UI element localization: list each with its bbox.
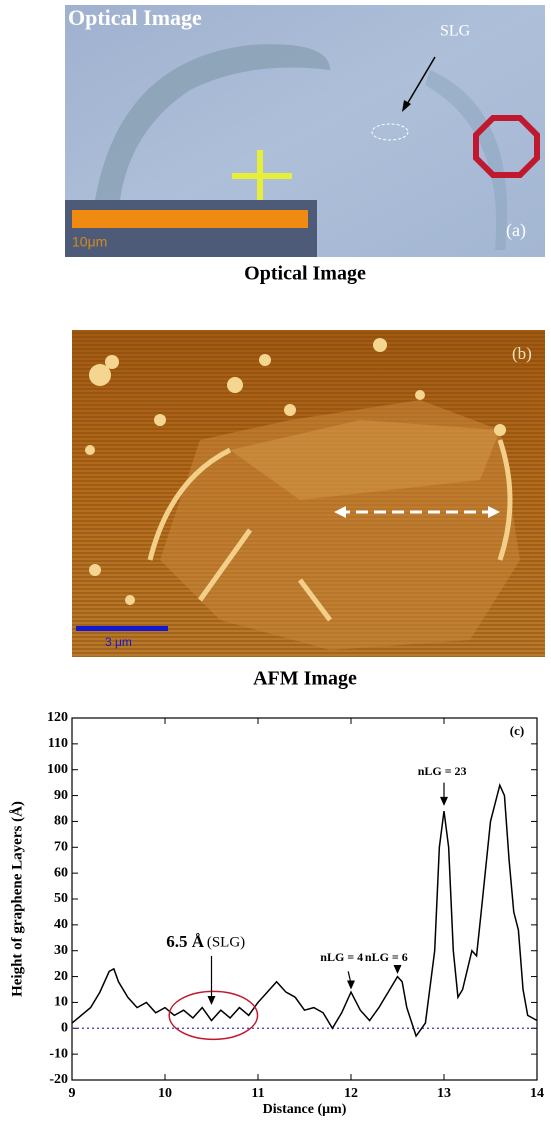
panel-label: (a) [506,220,526,241]
y-tick-label: 20 [54,969,68,984]
figure: Optical Image SLG (a) 10μm Optical Image… [0,0,551,1117]
plot-frame [72,718,537,1080]
afm-image: (b) 3 μm [72,330,545,657]
marker-label: SLG [440,23,471,40]
x-tick-label: 11 [251,1086,264,1101]
annotation: nLG = 4 [320,950,363,964]
y-tick-label: 0 [61,1021,68,1036]
y-tick-label: 50 [54,891,68,906]
overlay-title: Optical Image [68,5,202,30]
chart: -20 -10 0 10 20 30 40 50 60 70 80 90 100 110 120 9 10 11 1… [9,710,544,1117]
panel-label: (b) [512,344,532,363]
annotation-arrowhead [394,965,402,974]
scale-label: 3 μm [105,635,132,649]
y-tick-label: 70 [54,840,68,855]
x-tick-label: 13 [437,1086,451,1101]
caption: Optical Image [244,263,366,285]
x-tick-label: 9 [69,1086,76,1101]
y-tick-label: 100 [47,762,68,777]
panel-label: (c) [510,723,524,738]
y-tick-label: 120 [47,710,68,725]
y-tick-label: 80 [54,814,68,829]
y-tick-label: 90 [54,788,68,803]
y-tick-label: 110 [48,736,68,751]
annotation-arrowhead [208,996,216,1005]
caption: AFM Image [253,668,357,690]
data-line [72,785,537,1036]
x-axis-label: Distance (μm) [263,1102,347,1117]
x-tick-label: 12 [344,1086,358,1101]
y-tick-label: 10 [54,995,68,1010]
x-tick-label: 10 [158,1086,172,1101]
x-tick-label: 14 [530,1086,544,1101]
annotation: nLG = 23 [418,764,467,778]
annotation: 6.5 Å [166,932,205,951]
y-tick-label: 40 [54,917,68,932]
annotation: nLG = 6 [365,950,408,964]
annotation: (SLG) [207,934,245,950]
y-axis-label: Height of graphene Layers (Å) [9,801,25,997]
y-tick-label: -20 [49,1072,68,1087]
y-tick-label: -10 [49,1046,68,1061]
optical-image: Optical Image SLG (a) 10μm [65,5,545,257]
scale-label: 10μm [72,234,107,250]
annotation-arrowhead [347,981,355,990]
y-tick-label: 60 [54,865,68,880]
y-tick-label: 30 [54,943,68,958]
annotation-arrowhead [440,797,448,806]
